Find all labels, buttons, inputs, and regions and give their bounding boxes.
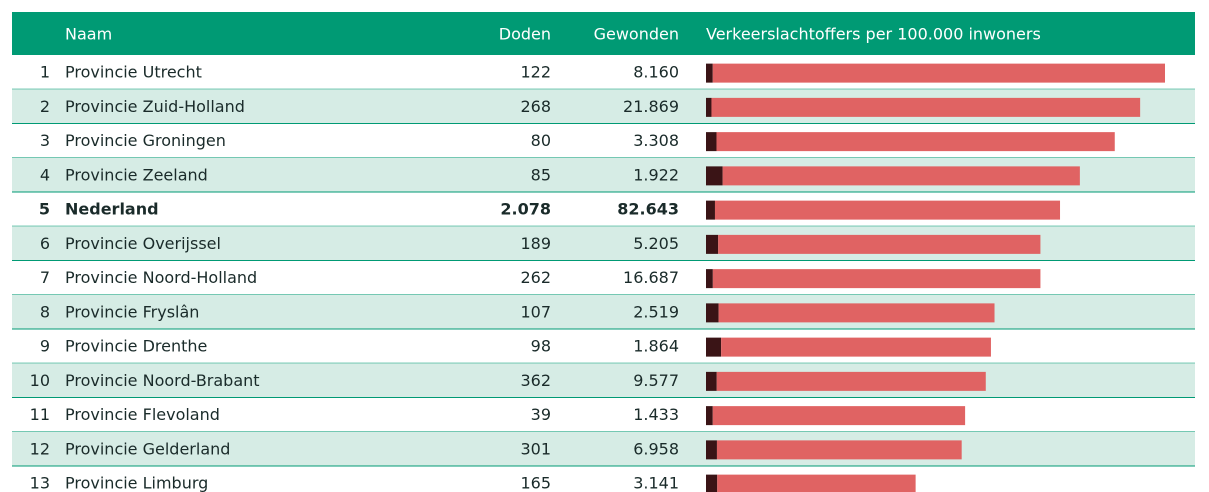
bar-injured [716, 132, 1115, 152]
deaths: 80 [531, 131, 551, 150]
deaths: 262 [520, 268, 551, 287]
deaths: 39 [531, 405, 551, 424]
bar-injured [712, 406, 966, 426]
name: Nederland [65, 200, 159, 219]
bar-injured [712, 63, 1165, 83]
header-injured: Gewonden [594, 25, 679, 44]
header-bg [12, 12, 1195, 55]
deaths: 189 [520, 234, 551, 253]
name: Provincie Utrecht [65, 63, 202, 82]
deaths: 107 [520, 302, 551, 321]
injured: 8.160 [633, 63, 679, 82]
row-band [12, 363, 1195, 398]
name: Provincie Noord-Holland [65, 268, 257, 287]
bar-deaths [706, 234, 719, 254]
rank: 4 [40, 165, 50, 184]
name: Provincie Zuid-Holland [65, 97, 245, 116]
rank: 8 [40, 302, 50, 321]
name: Provincie Overijssel [65, 234, 221, 253]
rank: 11 [30, 405, 50, 424]
bar-injured [721, 337, 991, 357]
deaths: 362 [520, 371, 551, 390]
bar-deaths [706, 371, 717, 391]
bar-deaths [706, 440, 717, 460]
bar-deaths [706, 166, 723, 186]
row-band [12, 294, 1195, 329]
injured: 2.519 [633, 302, 679, 321]
injured: 3.308 [633, 131, 679, 150]
injured: 1.922 [633, 165, 679, 184]
bar-deaths [706, 337, 722, 357]
rank: 12 [30, 439, 50, 458]
rank: 10 [30, 371, 50, 390]
injured: 82.643 [617, 200, 679, 219]
bar-deaths [706, 97, 712, 117]
header-chart: Verkeerslachtoffers per 100.000 inwoners [706, 25, 1041, 44]
deaths: 2.078 [500, 200, 551, 219]
bar-deaths [706, 303, 719, 323]
rank: 5 [39, 200, 50, 219]
bar-injured [711, 97, 1141, 117]
injured: 1.433 [633, 405, 679, 424]
rank: 9 [40, 337, 50, 356]
name: Provincie Gelderland [65, 439, 230, 458]
injured: 16.687 [623, 268, 679, 287]
bar-injured [718, 234, 1041, 254]
rank: 3 [40, 131, 50, 150]
bar-deaths [706, 269, 713, 289]
injured: 1.864 [633, 337, 679, 356]
deaths: 268 [520, 97, 551, 116]
rank: 7 [40, 268, 50, 287]
bar-injured [716, 371, 986, 391]
name: Provincie Fryslân [65, 302, 199, 321]
name: Provincie Drenthe [65, 337, 207, 356]
bar-deaths [706, 474, 718, 492]
name: Provincie Flevoland [65, 405, 220, 424]
bar-injured [716, 440, 962, 460]
injured: 5.205 [633, 234, 679, 253]
bar-injured [722, 166, 1080, 186]
row-band [12, 431, 1195, 466]
deaths: 122 [520, 63, 551, 82]
deaths: 85 [531, 165, 551, 184]
deaths: 98 [531, 337, 551, 356]
bar-deaths [706, 63, 713, 83]
header-name: Naam [65, 25, 112, 44]
header-deaths: Doden [499, 25, 551, 44]
deaths: 165 [520, 474, 551, 492]
bar-injured [712, 269, 1041, 289]
bar-injured [714, 200, 1061, 220]
name: Provincie Limburg [65, 474, 208, 492]
injured: 9.577 [633, 371, 679, 390]
rank: 6 [40, 234, 50, 253]
name: Provincie Groningen [65, 131, 226, 150]
name: Provincie Zeeland [65, 165, 208, 184]
rank: 13 [30, 474, 50, 492]
bar-injured [718, 303, 995, 323]
header: Naam Doden Gewonden Verkeerslachtoffers … [12, 12, 1195, 55]
bar-injured [717, 474, 916, 492]
injured: 3.141 [633, 474, 679, 492]
name: Provincie Noord-Brabant [65, 371, 260, 390]
rank: 2 [40, 97, 50, 116]
injured: 21.869 [623, 97, 679, 116]
rank: 1 [40, 63, 50, 82]
bar-deaths [706, 200, 715, 220]
injured: 6.958 [633, 439, 679, 458]
bar-deaths [706, 406, 713, 426]
deaths: 301 [520, 439, 551, 458]
bar-deaths [706, 132, 717, 152]
